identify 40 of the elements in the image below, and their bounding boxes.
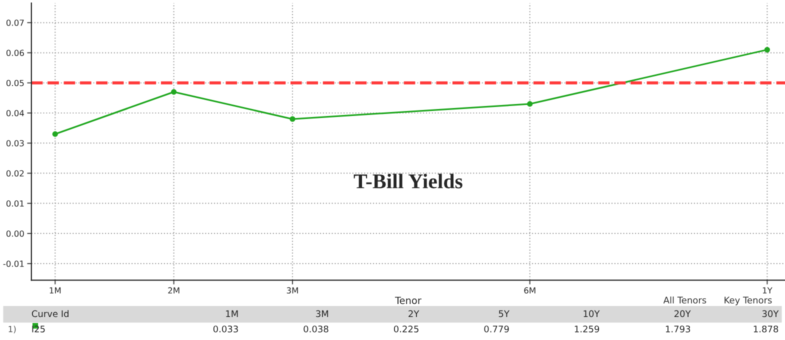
x-tick-label: 1M [50,287,61,294]
point [764,46,770,53]
annotation: T-Bill Yields [354,174,462,188]
text: 1.793 [666,326,690,332]
text: 1M [226,310,238,317]
x-tick-label: 1Y [762,287,772,294]
x-tick-label: 6M [524,287,536,294]
x-tick-label: 2M [168,287,180,294]
text: 30Y [762,310,779,318]
y-tick-label: 0.01 [6,200,24,207]
y-tick-label: 0.06 [6,50,24,56]
text: 0.038 [304,326,328,332]
text: 5Y [498,310,510,318]
y-tick-label: 0.03 [6,140,24,146]
x-axis-title: Tenor [394,296,422,304]
point [290,116,296,122]
text: 3M [316,310,328,318]
text: 2Y [408,310,420,317]
text: 1.878 [754,326,778,332]
text: I25 [32,326,45,332]
text: 0.225 [394,326,418,332]
point [52,131,58,137]
y-tick-label: 0.00 [6,230,24,237]
y-tick-label: 0.02 [6,170,24,177]
y-tick-label: 0.05 [6,80,24,86]
text: 1.259 [574,326,600,332]
y-tick-label: 0.07 [6,20,24,26]
text: All Tenors [663,296,706,304]
text: 0.779 [484,326,509,332]
y-tick-label: 0.04 [6,110,24,116]
text: Key Tenors [724,296,772,306]
text: 0.033 [213,326,238,332]
point [171,89,177,95]
text: 1) [8,326,16,334]
text: 10Y [584,310,600,318]
text: 20Y [674,310,691,318]
text: Curve Id [32,310,68,318]
point [527,101,533,107]
y-tick-label: -0.01 [3,260,24,267]
x-tick-label: 3M [286,287,298,294]
